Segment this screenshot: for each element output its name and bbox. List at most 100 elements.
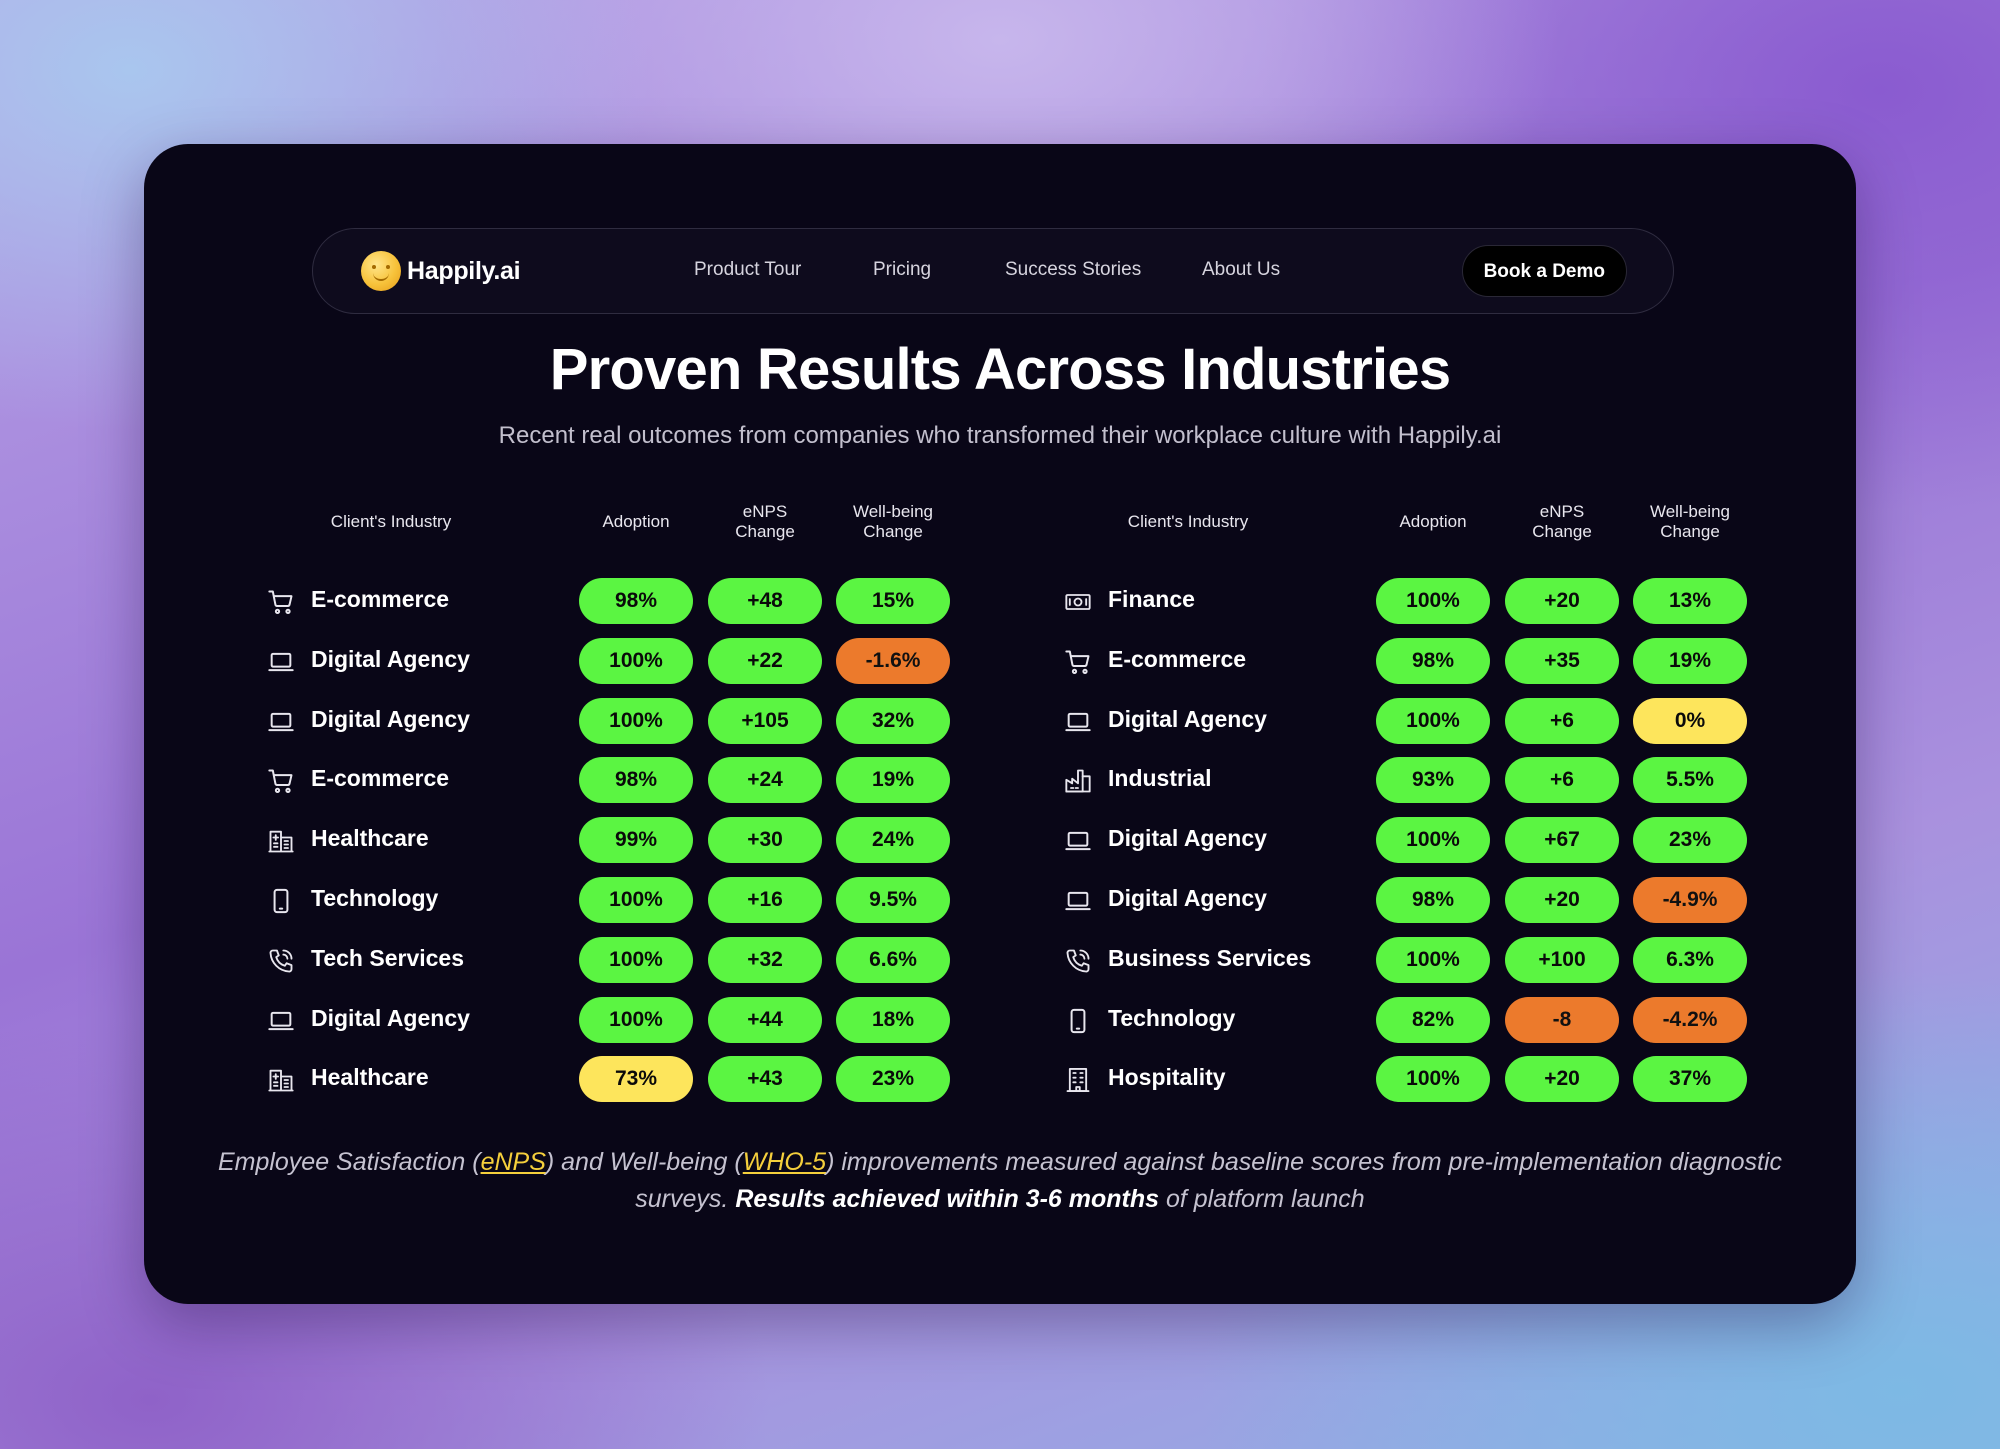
enps-pill: +35 bbox=[1505, 637, 1619, 684]
adoption-pill: 82% bbox=[1376, 996, 1490, 1043]
table-row: Digital Agency 98% +20 -4.9% bbox=[1063, 877, 1753, 923]
smiley-logo-icon bbox=[361, 251, 401, 291]
industry-label: Finance bbox=[1108, 586, 1195, 612]
logo-text: Happily.ai bbox=[407, 256, 521, 285]
banknote-icon bbox=[1063, 588, 1093, 616]
laptop-icon bbox=[266, 648, 296, 676]
enps-link[interactable]: eNPS bbox=[480, 1148, 546, 1176]
header-adoption-line: Adoption bbox=[1399, 512, 1467, 531]
nav-link-success-stories[interactable]: Success Stories bbox=[1005, 259, 1142, 280]
enps-pill: +44 bbox=[708, 996, 822, 1043]
enps-pill: +6 bbox=[1505, 757, 1619, 804]
enps-pill: +32 bbox=[708, 936, 822, 983]
wellbeing-pill: 19% bbox=[836, 757, 950, 804]
cart-icon bbox=[266, 588, 296, 616]
who5-link[interactable]: WHO-5 bbox=[742, 1148, 827, 1176]
nav-link-product-tour[interactable]: Product Tour bbox=[694, 259, 802, 280]
nav-link-pricing[interactable]: Pricing bbox=[873, 259, 932, 280]
header-wellbeing-line: Well-being bbox=[852, 502, 933, 521]
book-demo-button[interactable]: Book a Demo bbox=[1461, 245, 1627, 297]
wellbeing-pill: 19% bbox=[1633, 637, 1747, 684]
adoption-pill: 100% bbox=[579, 637, 693, 684]
industry-label: Business Services bbox=[1108, 944, 1312, 971]
header-industry: Client's Industry bbox=[1063, 512, 1313, 532]
top-navbar: Happily.ai Product Tour Pricing Success … bbox=[312, 228, 1674, 314]
table-row: Healthcare 73% +43 23% bbox=[266, 1056, 956, 1103]
table-row: Digital Agency 100% +44 18% bbox=[266, 996, 956, 1043]
adoption-pill: 100% bbox=[1376, 817, 1490, 864]
logo[interactable]: Happily.ai bbox=[361, 251, 521, 291]
phone-icon bbox=[266, 887, 296, 915]
header-enps-line: eNPS bbox=[742, 502, 788, 521]
table-row: Finance 100% +20 13% bbox=[1063, 578, 1753, 624]
page-subtitle: Recent real outcomes from companies who … bbox=[498, 422, 1502, 449]
industry-label: E-commerce bbox=[1108, 645, 1247, 672]
header-adoption-line: Adoption bbox=[602, 512, 670, 531]
table-row: Industrial 93% +6 5.5% bbox=[1063, 757, 1753, 804]
adoption-pill: 100% bbox=[1376, 697, 1490, 744]
table-row: Digital Agency 100% +6 0% bbox=[1063, 697, 1753, 744]
adoption-pill: 99% bbox=[579, 817, 693, 864]
adoption-pill: 100% bbox=[579, 996, 693, 1043]
footnote-highlight: Results achieved within 3-6 months bbox=[735, 1185, 1160, 1213]
wellbeing-pill: 13% bbox=[1633, 578, 1747, 624]
table-row: E-commerce 98% +48 15% bbox=[266, 578, 956, 624]
header-wellbeing: Well-being Change bbox=[836, 502, 950, 542]
wellbeing-pill: -4.2% bbox=[1633, 996, 1747, 1043]
industry-label: E-commerce bbox=[311, 586, 450, 612]
header-industry: Client's Industry bbox=[266, 512, 516, 532]
nav-link-about-us[interactable]: About Us bbox=[1202, 259, 1281, 280]
enps-pill: +100 bbox=[1505, 936, 1619, 983]
header-wellbeing-line: Change bbox=[863, 522, 923, 541]
enps-pill: +16 bbox=[708, 877, 822, 923]
wellbeing-pill: 9.5% bbox=[836, 877, 950, 923]
footnote-text-3: ) improvements measured against baseline… bbox=[635, 1148, 1783, 1213]
table-row: Digital Agency 100% +67 23% bbox=[1063, 817, 1753, 864]
footnote-text-2: ) and Well-being ( bbox=[545, 1148, 743, 1176]
wellbeing-pill: 23% bbox=[836, 1056, 950, 1103]
industry-label: Digital Agency bbox=[1108, 885, 1267, 911]
laptop-icon bbox=[266, 708, 296, 736]
wellbeing-pill: 18% bbox=[836, 996, 950, 1043]
hospital-icon bbox=[266, 1066, 296, 1094]
table-row: Technology 82% -8 -4.2% bbox=[1063, 996, 1753, 1043]
wellbeing-pill: -4.9% bbox=[1633, 877, 1747, 923]
results-card: Happily.ai Product Tour Pricing Success … bbox=[144, 144, 1856, 1304]
adoption-pill: 100% bbox=[579, 877, 693, 923]
header-enps-line: eNPS bbox=[1539, 502, 1585, 521]
phone-call-icon bbox=[1063, 947, 1093, 975]
footnote-text-4: of platform launch bbox=[1159, 1185, 1365, 1213]
cart-icon bbox=[266, 767, 296, 795]
table-row: Digital Agency 100% +22 -1.6% bbox=[266, 637, 956, 684]
industry-label: Digital Agency bbox=[1108, 705, 1267, 732]
industry-label: Tech Services bbox=[311, 944, 465, 971]
adoption-pill: 98% bbox=[1376, 637, 1490, 684]
header-wellbeing-line: Well-being bbox=[1649, 502, 1730, 521]
table-row: Tech Services 100% +32 6.6% bbox=[266, 936, 956, 983]
header-industry-line: Client's Industry bbox=[330, 512, 452, 531]
enps-pill: +20 bbox=[1505, 578, 1619, 624]
header-adoption: Adoption bbox=[579, 512, 693, 532]
wellbeing-pill: 32% bbox=[836, 697, 950, 744]
table-row: Technology 100% +16 9.5% bbox=[266, 877, 956, 923]
phone-call-icon bbox=[266, 947, 296, 975]
factory-icon bbox=[1063, 767, 1093, 795]
footnote-text-1: Employee Satisfaction ( bbox=[217, 1148, 481, 1176]
table-row: Business Services 100% +100 6.3% bbox=[1063, 936, 1753, 983]
enps-pill: +22 bbox=[708, 637, 822, 684]
wellbeing-pill: -1.6% bbox=[836, 637, 950, 684]
page-title: Proven Results Across Industries bbox=[549, 337, 1451, 402]
industry-label: E-commerce bbox=[311, 765, 450, 792]
industry-label: Digital Agency bbox=[311, 645, 470, 672]
wellbeing-pill: 24% bbox=[836, 817, 950, 864]
header-industry-line: Client's Industry bbox=[1127, 512, 1249, 531]
industry-label: Digital Agency bbox=[1108, 825, 1267, 852]
enps-pill: +105 bbox=[708, 697, 822, 744]
enps-pill: +6 bbox=[1505, 697, 1619, 744]
header-wellbeing-line: Change bbox=[1660, 522, 1720, 541]
phone-icon bbox=[1063, 1007, 1093, 1035]
wellbeing-pill: 37% bbox=[1633, 1056, 1747, 1103]
adoption-pill: 98% bbox=[579, 578, 693, 624]
laptop-icon bbox=[1063, 827, 1093, 855]
enps-pill: +20 bbox=[1505, 1056, 1619, 1103]
